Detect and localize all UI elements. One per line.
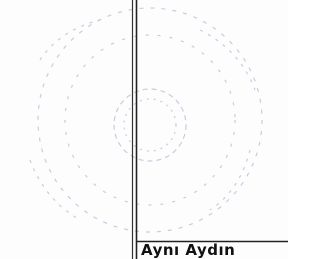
stamp [30,8,262,232]
signatory-name: Aynı Aydın [141,242,235,259]
scan-marks [0,0,288,259]
document-fragment: Aynı Aydın [0,0,288,259]
